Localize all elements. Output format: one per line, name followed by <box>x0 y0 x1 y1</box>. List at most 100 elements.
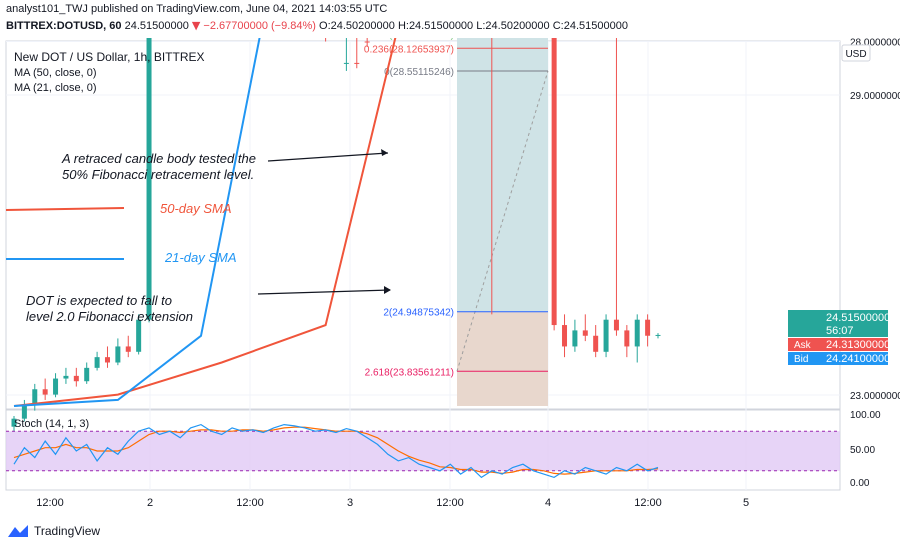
price-tick-label: 29.00000000 <box>850 91 900 102</box>
fib-trend-line <box>456 70 549 372</box>
candle-body <box>655 334 661 336</box>
close-value: 24.51500000 <box>563 20 628 32</box>
gridlines <box>6 41 840 490</box>
time-tick-label: 12:00 <box>36 497 64 509</box>
candle-body <box>53 378 59 395</box>
stoch-tick-0: 0.00 <box>850 478 870 489</box>
ma21-legend: MA (21, close, 0) <box>14 82 97 94</box>
candle-body <box>582 330 588 336</box>
symbol: BITTREX:DOTUSD, 60 <box>6 20 122 32</box>
expect-note-1: DOT is expected to fall to <box>26 293 172 308</box>
candle-body <box>21 405 27 419</box>
price-tick-label: 28.00000000 <box>850 38 900 49</box>
candle-body <box>94 357 100 368</box>
footer-brand: TradingView <box>34 524 101 538</box>
stoch-band <box>6 431 840 471</box>
time-tick-label: 12:00 <box>634 497 662 509</box>
fib-band <box>457 311 548 372</box>
candle-body <box>125 346 131 352</box>
time-tick-label: 3 <box>347 497 353 509</box>
bid-tag <box>788 352 888 365</box>
open-value: 24.50200000 <box>330 20 395 32</box>
candle-body <box>634 319 640 347</box>
moving-averages <box>13 38 397 407</box>
expect-note-2: level 2.0 Fibonacci extension <box>26 309 193 324</box>
candle-body <box>624 330 630 347</box>
candle-body <box>593 335 599 352</box>
sma50-reference-line <box>5 207 125 211</box>
ma50-legend: MA (50, close, 0) <box>14 67 97 79</box>
retrace-note-1: A retraced candle body tested the <box>61 151 256 166</box>
countdown: 56:07 <box>826 325 854 337</box>
retrace-note-2: 50% Fibonacci retracement level. <box>62 167 254 182</box>
sma21-annotation: 21-day SMA <box>164 250 237 265</box>
candle-body <box>645 319 651 336</box>
candle-body <box>63 375 69 379</box>
ask-value: 24.31300000 <box>826 339 890 351</box>
currency-button[interactable] <box>841 44 871 62</box>
retrace-arrow <box>267 152 389 162</box>
fib-level-label: 0(28.55115246) <box>384 67 454 78</box>
time-tick-label: 2 <box>147 497 153 509</box>
pair-label: New DOT / US Dollar, 1h, BITTREX <box>14 50 205 64</box>
fibonacci-extension: 0(28.55115246) 0.236(28.12653937) 0.382(27… <box>364 38 549 406</box>
candle-body <box>364 41 370 43</box>
close-label: C: <box>552 20 564 32</box>
time-tick-label: 12:00 <box>436 497 464 509</box>
price-tick-label: 23.00000000 <box>850 391 900 402</box>
price-pane[interactable] <box>5 40 841 410</box>
stoch-legend: Stoch (14, 1, 3) <box>14 418 89 430</box>
candle-body <box>73 375 79 382</box>
last-price: 24.51500000 <box>124 20 189 32</box>
candle-body <box>613 319 619 331</box>
high-label: H: <box>397 20 409 32</box>
fib-level-label: 0.236(28.12653937) <box>364 44 454 55</box>
fib-level-label: 2(24.94875342) <box>383 308 454 319</box>
stoch-tick-50: 50.00 <box>850 445 875 456</box>
low-value: 24.50200000 <box>485 20 550 32</box>
fib-band <box>457 371 548 406</box>
high-value: 24.51500000 <box>408 20 474 32</box>
ma50-line <box>13 38 397 407</box>
low-label: L: <box>476 20 486 32</box>
footer: TradingView <box>8 524 100 538</box>
publish-line: analyst101_TWJ published on TradingView.… <box>6 3 388 15</box>
down-triangle-icon: ▼ <box>191 19 201 32</box>
time-tick-label: 5 <box>743 497 749 509</box>
candle-body <box>32 389 38 406</box>
candle-body <box>562 325 568 347</box>
price-axis[interactable]: 29.0000000028.0000000027.0000000026.0000… <box>850 38 900 402</box>
ask-label: Ask <box>794 340 812 351</box>
candle-body <box>572 330 578 347</box>
candle-body <box>146 38 152 320</box>
candle-body <box>115 346 121 363</box>
retrace-arrowhead <box>381 149 388 156</box>
currency-label: USD <box>845 49 866 60</box>
stochastic <box>6 423 840 479</box>
stoch-tick-100: 100.00 <box>850 410 881 421</box>
last-price-tag <box>788 310 888 337</box>
candle-body <box>136 319 142 352</box>
bid-label: Bid <box>794 354 808 365</box>
fib-level-label: 2.618(23.83561211) <box>365 367 454 378</box>
fib-level-label: 0.382(27.86381514) <box>364 38 454 41</box>
open-label: O: <box>319 20 331 32</box>
candle-body <box>104 357 110 363</box>
expect-arrow <box>257 289 391 295</box>
candle-body <box>551 38 557 326</box>
stoch-k-line <box>13 423 659 479</box>
candle-body <box>42 389 48 395</box>
ma21-line <box>13 38 261 407</box>
candles <box>11 38 661 433</box>
fib-band <box>457 38 548 312</box>
last-price-tag-value: 24.51500000 <box>826 312 890 324</box>
expect-arrowhead <box>384 286 391 294</box>
candle-body <box>11 418 17 427</box>
candle-body <box>354 62 360 64</box>
time-axis[interactable]: 12:00 2 12:00 3 12:00 4 12:00 5 <box>36 497 749 509</box>
price-chart[interactable]: 0(28.55115246) 0.236(28.12653937) 0.382(27… <box>0 38 900 522</box>
symbol-line: BITTREX:DOTUSD, 60 24.51500000 ▼ −2.6770… <box>6 19 628 32</box>
bid-value: 24.24100000 <box>826 353 890 365</box>
tradingview-logo-icon <box>8 525 28 537</box>
sma50-annotation: 50-day SMA <box>160 201 232 216</box>
